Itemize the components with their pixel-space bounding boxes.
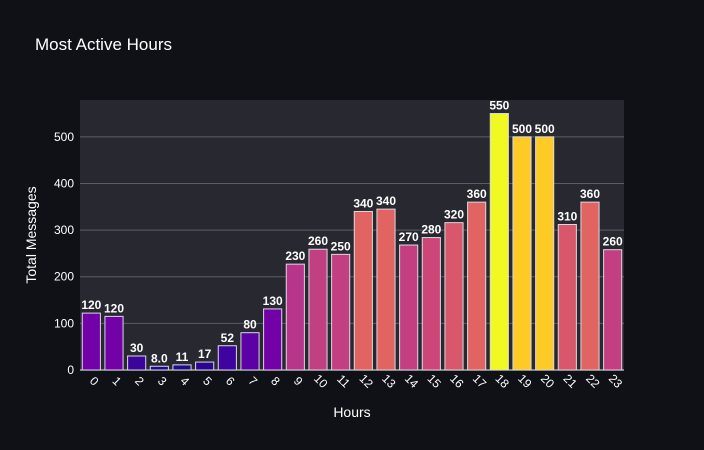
x-tick-label: 2 xyxy=(132,374,147,389)
bar xyxy=(149,365,169,371)
bar-value-label: 320 xyxy=(444,208,464,222)
x-tick-label: 8 xyxy=(268,374,283,389)
bar xyxy=(195,361,215,371)
x-tick-label: 9 xyxy=(291,374,306,389)
bar-value-label: 360 xyxy=(467,187,487,201)
x-tick-label: 10 xyxy=(311,371,331,391)
x-tick-label: 5 xyxy=(200,374,215,389)
x-tick-label: 0 xyxy=(87,374,102,389)
bar xyxy=(421,237,441,371)
y-axis-title: Total Messages xyxy=(23,186,39,283)
bar-value-label: 310 xyxy=(557,210,577,224)
bar-value-label: 550 xyxy=(489,99,509,113)
bar-value-label: 120 xyxy=(104,301,124,315)
bar-value-label: 250 xyxy=(331,239,351,253)
bar xyxy=(467,201,487,371)
y-axis-ticks: 0 100 200 300 400 500 xyxy=(54,130,74,377)
x-tick-label: 16 xyxy=(447,371,467,391)
bar xyxy=(580,201,600,371)
y-tick-label: 0 xyxy=(67,363,74,377)
y-tick-label: 400 xyxy=(54,176,74,190)
bar-value-label: 270 xyxy=(399,230,419,244)
bar-value-label: 30 xyxy=(130,341,144,355)
bar xyxy=(376,208,396,371)
x-tick-label: 1 xyxy=(110,374,125,389)
bar xyxy=(399,244,419,371)
bar-value-label: 11 xyxy=(176,350,189,364)
x-tick-label: 21 xyxy=(560,371,580,391)
x-tick-label: 18 xyxy=(492,371,512,391)
x-tick-label: 13 xyxy=(379,371,399,391)
plot-area xyxy=(80,100,624,370)
x-axis-ticks: 0 1 2 3 4 5 6 7 8 9 10 11 12 13 14 15 16 17 18 19 20 21 22 23 xyxy=(87,371,626,391)
bar-value-label: 340 xyxy=(376,194,396,208)
chart-title: Most Active Hours xyxy=(35,35,172,54)
bar-value-label: 80 xyxy=(243,318,257,332)
bar xyxy=(353,210,373,371)
bar xyxy=(104,315,124,371)
x-tick-label: 12 xyxy=(356,371,376,391)
bar xyxy=(535,136,555,371)
bar-value-label: 120 xyxy=(81,298,101,312)
bar xyxy=(172,364,192,371)
x-tick-label: 20 xyxy=(538,371,558,391)
bar xyxy=(512,136,532,371)
x-axis-title: Hours xyxy=(333,404,370,420)
y-tick-label: 500 xyxy=(54,130,74,144)
bar xyxy=(331,253,351,371)
bar-value-label: 500 xyxy=(535,122,555,136)
y-tick-label: 300 xyxy=(54,223,74,237)
bar-value-label: 360 xyxy=(580,187,600,201)
x-tick-label: 3 xyxy=(155,374,170,389)
bar xyxy=(81,312,101,371)
x-tick-label: 15 xyxy=(424,371,444,391)
bar-value-label: 340 xyxy=(353,196,373,210)
bar-value-label: 52 xyxy=(221,331,235,345)
bar xyxy=(489,113,509,371)
bars xyxy=(81,113,623,371)
bar-value-label: 500 xyxy=(512,122,532,136)
bar xyxy=(308,248,328,371)
bar-value-label: 260 xyxy=(603,235,623,249)
y-tick-label: 200 xyxy=(54,270,74,284)
y-tick-label: 100 xyxy=(54,316,74,330)
bar-value-label: 280 xyxy=(421,223,441,237)
bar xyxy=(603,249,623,371)
x-tick-label: 17 xyxy=(470,371,490,391)
bar xyxy=(217,345,237,371)
bar xyxy=(444,222,464,371)
x-tick-label: 14 xyxy=(402,371,422,391)
bar xyxy=(240,332,260,371)
bar-value-label: 17 xyxy=(198,347,212,361)
bar-value-label: 230 xyxy=(285,249,305,263)
bar-value-label: 130 xyxy=(263,294,283,308)
bar-value-label: 8.0 xyxy=(151,351,168,365)
x-tick-label: 22 xyxy=(583,371,603,391)
gridlines xyxy=(80,136,624,371)
x-tick-label: 19 xyxy=(515,371,535,391)
bar-value-label: 260 xyxy=(308,234,328,248)
x-tick-label: 11 xyxy=(334,372,353,391)
bar xyxy=(263,308,283,371)
bar xyxy=(285,263,305,371)
x-tick-label: 23 xyxy=(606,371,626,391)
x-tick-label: 4 xyxy=(178,374,193,389)
bar xyxy=(557,224,577,371)
x-tick-label: 7 xyxy=(246,374,261,389)
bar xyxy=(127,355,147,371)
x-tick-label: 6 xyxy=(223,374,238,389)
